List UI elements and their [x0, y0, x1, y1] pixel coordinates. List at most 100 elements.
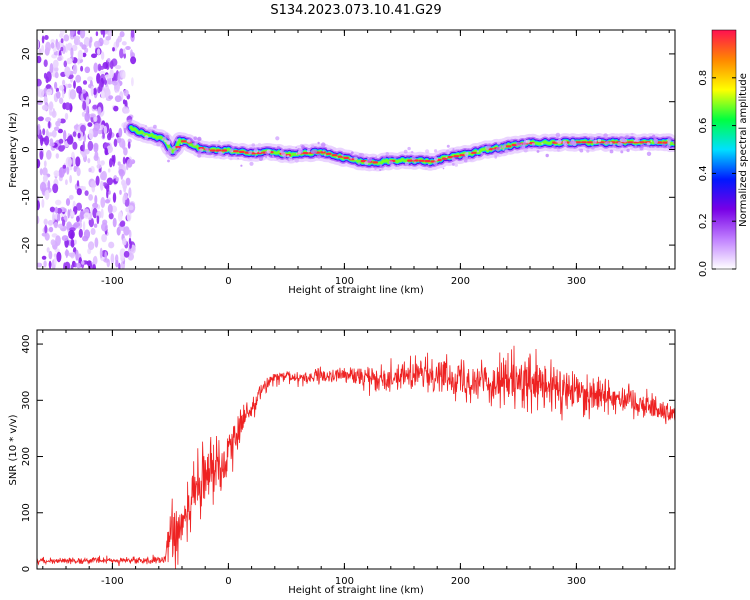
noise-blob	[75, 74, 82, 83]
noise-blob	[50, 42, 55, 49]
noise-blob	[55, 199, 62, 206]
noise-blob	[123, 226, 130, 236]
noise-blob	[76, 215, 80, 223]
noise-blob	[70, 239, 75, 248]
noise-blob	[123, 108, 130, 114]
noise-blob	[76, 202, 82, 211]
ridge-speckle	[556, 148, 560, 152]
noise-blob	[122, 182, 128, 190]
noise-blob	[62, 79, 66, 86]
ridge-speckle	[297, 151, 301, 155]
ridge-speckle	[167, 140, 171, 145]
noise-blob	[119, 48, 124, 59]
noise-blob	[68, 252, 75, 258]
noise-blob	[104, 74, 112, 79]
noise-blob	[97, 129, 103, 135]
noise-blob	[74, 262, 77, 268]
noise-blob	[62, 130, 67, 141]
noise-blob	[98, 81, 103, 92]
ridge-speckle	[219, 157, 222, 160]
ridge-speckle	[286, 154, 290, 158]
noise-blob	[61, 145, 66, 150]
noise-blob	[76, 85, 83, 94]
spectrogram-x-tick-label: 0	[225, 276, 231, 287]
ridge-speckle	[451, 162, 455, 166]
noise-blob	[37, 125, 40, 136]
ridge-speckle	[468, 156, 472, 160]
noise-blob	[73, 38, 81, 46]
noise-blob	[103, 125, 108, 135]
noise-blob	[49, 142, 55, 147]
noise-blob	[66, 135, 74, 145]
ridge-speckle	[541, 142, 544, 145]
ridge-speckle	[353, 156, 358, 161]
noise-blob	[129, 240, 132, 249]
noise-blob	[73, 222, 81, 228]
ridge-speckle	[360, 153, 365, 158]
noise-blob	[47, 219, 54, 226]
noise-blob	[58, 138, 64, 144]
noise-blob	[37, 215, 40, 224]
noise-blob	[115, 259, 119, 268]
noise-blob	[46, 247, 50, 253]
ridge-speckle	[253, 148, 259, 154]
noise-blob	[76, 167, 81, 177]
ridge-speckle	[197, 136, 202, 142]
snr-x-tick-label: 0	[225, 576, 231, 587]
spectrogram-x-tick-label: 200	[451, 276, 470, 287]
ridge-speckle	[442, 167, 445, 170]
snr-x-tick-label: 100	[335, 576, 354, 587]
noise-blob	[43, 260, 47, 268]
ridge-speckle	[609, 149, 614, 154]
ridge-speckle	[616, 147, 618, 150]
noise-blob	[87, 241, 95, 251]
noise-blob	[93, 62, 98, 73]
noise-blob	[115, 38, 120, 48]
ridge-speckle	[407, 146, 411, 151]
noise-blob	[63, 208, 67, 213]
noise-blob	[100, 197, 106, 208]
snr-y-tick-label: 300	[21, 391, 32, 410]
colorbar-tick-label: 0.6	[698, 118, 709, 134]
noise-blob	[67, 83, 72, 89]
noise-blob	[96, 215, 100, 225]
noise-blob	[115, 177, 120, 182]
noise-blob	[53, 170, 60, 177]
ridge-speckle	[488, 144, 491, 148]
noise-blob	[85, 96, 90, 107]
noise-blob	[110, 253, 115, 265]
noise-blob	[130, 56, 137, 65]
ridge-speckle	[403, 149, 408, 154]
noise-blob	[45, 117, 52, 122]
noise-blob	[130, 30, 135, 38]
noise-blob	[73, 165, 77, 172]
noise-blob	[128, 187, 132, 199]
ridge-speckle	[445, 156, 448, 159]
ridge-speckle	[652, 134, 656, 138]
chart-title: S134.2023.073.10.41.G29	[270, 3, 441, 18]
noise-blob	[77, 49, 84, 60]
ridge-speckle	[321, 142, 326, 147]
noise-blob	[44, 224, 48, 234]
spectrogram-y-tick-label: 10	[21, 95, 32, 108]
ridge-speckle	[492, 149, 494, 152]
noise-blob	[40, 135, 44, 146]
ridge-speckle	[156, 141, 161, 147]
noise-blob	[82, 52, 87, 58]
ridge-speckle	[545, 153, 549, 158]
ridge-speckle	[245, 146, 248, 149]
noise-blob	[49, 206, 56, 212]
colorbar-tick-label: 0.4	[698, 165, 709, 181]
noise-blob	[98, 65, 105, 70]
ridge-speckle	[266, 149, 271, 154]
ridge-speckle	[316, 154, 322, 159]
noise-blob	[88, 128, 94, 140]
ridge-speckle	[598, 143, 601, 146]
noise-blob	[119, 189, 122, 195]
noise-blob	[53, 253, 58, 258]
noise-blob	[49, 62, 54, 74]
noise-blob	[54, 213, 58, 220]
spectrogram-y-axis-label: Frequency (Hz)	[8, 112, 19, 188]
noise-blob	[92, 264, 96, 269]
noise-blob	[44, 135, 50, 146]
